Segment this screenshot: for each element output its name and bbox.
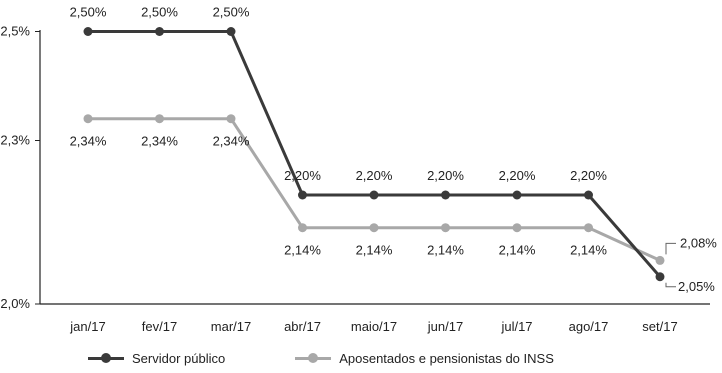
data-point	[584, 223, 593, 233]
data-label: 2,14%	[356, 243, 393, 258]
x-tick-label: mar/17	[211, 319, 251, 334]
label-leader	[665, 242, 676, 255]
data-point	[83, 114, 93, 124]
x-tick-label: abr/17	[284, 319, 321, 334]
legend-item-inss: Aposentados e pensionistas do INSS	[295, 351, 554, 366]
data-label: 2,14%	[570, 243, 607, 258]
data-point	[298, 190, 307, 200]
data-point	[83, 27, 93, 36]
data-label: 2,50%	[70, 5, 107, 20]
data-label: 2,14%	[284, 243, 321, 258]
data-point	[441, 190, 450, 200]
data-point	[655, 255, 665, 265]
y-tick-label: 2,3%	[0, 133, 30, 148]
x-tick-label: set/17	[642, 319, 677, 334]
legend: Servidor público Aposentados e pensionis…	[88, 348, 554, 368]
series-points	[83, 27, 665, 282]
data-label: 2,20%	[499, 168, 536, 183]
data-point	[655, 272, 665, 282]
data-label: 2,34%	[141, 134, 178, 149]
data-point	[369, 190, 379, 200]
legend-label-servidor: Servidor público	[132, 350, 226, 366]
y-tick-label: 2,5%	[0, 24, 30, 39]
y-tick-label: 2,0%	[0, 296, 30, 311]
data-point	[441, 223, 450, 233]
data-label: 2,20%	[427, 168, 464, 183]
data-point	[226, 114, 236, 124]
x-tick-label: jan/17	[69, 319, 105, 334]
data-label: 2,50%	[213, 5, 250, 20]
data-label: 2,20%	[284, 168, 321, 183]
data-label: 2,14%	[499, 243, 536, 258]
data-point	[369, 223, 379, 233]
data-labels: 2,50% 2,50% 2,50% 2,20% 2,20% 2,20% 2,20% 2,20%…	[70, 5, 718, 294]
series-lines	[88, 30, 662, 278]
data-label: 2,20%	[356, 168, 393, 183]
data-label: 2,50%	[141, 5, 178, 20]
data-point	[155, 27, 164, 36]
legend-swatch-servidor	[88, 353, 124, 363]
line-chart: 2,0% 2,3% 2,5% jan/17 fev/17 mar/17 abr/17 maio…	[0, 5, 718, 335]
data-point	[155, 114, 164, 124]
data-point	[584, 190, 593, 200]
data-point	[512, 190, 522, 200]
legend-item-servidor: Servidor público	[88, 351, 225, 366]
label-leader	[665, 282, 676, 288]
axes	[35, 30, 710, 305]
data-label: 2,14%	[427, 243, 464, 258]
series-line-0	[88, 30, 662, 278]
data-label: 2,05%	[678, 279, 715, 294]
legend-swatch-inss	[295, 353, 332, 363]
data-point	[512, 223, 522, 233]
x-tick-label: jun/17	[427, 319, 463, 334]
data-label: 2,20%	[570, 168, 607, 183]
x-tick-label: fev/17	[142, 319, 177, 334]
tick-labels: 2,0% 2,3% 2,5% jan/17 fev/17 mar/17 abr/17 maio…	[0, 24, 677, 335]
data-label: 2,34%	[213, 134, 250, 149]
x-tick-label: maio/17	[351, 319, 397, 334]
x-tick-label: jul/17	[500, 319, 532, 334]
x-tick-label: ago/17	[569, 319, 609, 334]
data-label: 2,34%	[70, 134, 107, 149]
data-point	[298, 223, 307, 233]
data-point	[226, 27, 236, 36]
data-label: 2,08%	[680, 235, 717, 250]
legend-label-inss: Aposentados e pensionistas do INSS	[339, 350, 554, 366]
